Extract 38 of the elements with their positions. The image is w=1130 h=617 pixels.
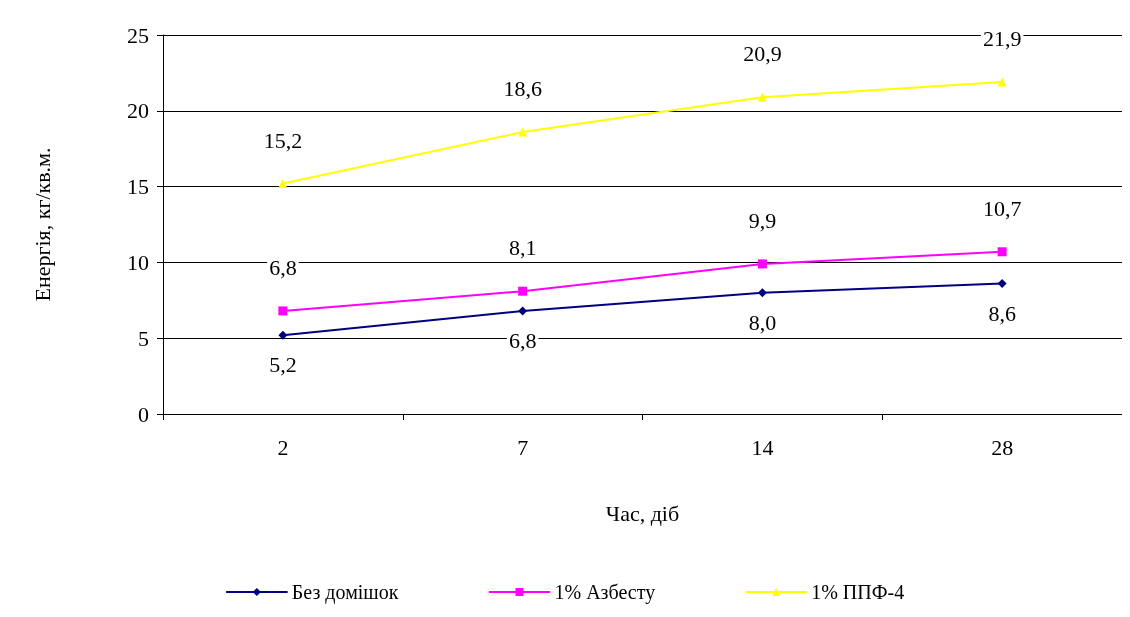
x-tick-label: 7 — [517, 434, 529, 460]
point — [757, 92, 767, 102]
legend-label: 1% Азбесту — [554, 581, 656, 604]
point — [997, 279, 1007, 289]
x-tick-label: 2 — [277, 434, 289, 460]
data-label: 20,9 — [743, 41, 782, 67]
point — [757, 288, 767, 298]
y-axis-title: Енергія, кг/кв.м. — [29, 147, 55, 302]
y-tick-label: 5 — [138, 325, 149, 351]
point — [278, 330, 288, 340]
data-label: 8,6 — [988, 300, 1016, 326]
data-label: 18,6 — [503, 76, 542, 102]
data-label: 10,7 — [982, 195, 1022, 221]
point — [518, 286, 528, 296]
point — [757, 259, 767, 269]
data-label: 6,8 — [508, 327, 537, 353]
legend-label: Без домішок — [291, 581, 399, 604]
data-label: 15,2 — [263, 127, 303, 153]
point — [278, 179, 288, 189]
data-label: 5,2 — [269, 352, 297, 378]
data-label: 9,9 — [748, 207, 777, 233]
y-tick-label: 0 — [138, 401, 149, 427]
data-label: 21,9 — [982, 26, 1022, 51]
x-tick-label: 14 — [751, 434, 774, 460]
x-tick-label: 28 — [991, 434, 1014, 460]
data-label: 8,0 — [748, 309, 777, 335]
legend-label: 1% ППФ-4 — [811, 581, 905, 603]
y-tick-label: 25 — [127, 22, 149, 48]
y-tick-label: 20 — [127, 98, 149, 124]
data-label: 8,1 — [508, 235, 537, 261]
y-tick-label: 15 — [127, 174, 149, 200]
x-axis-title: Час, діб — [605, 500, 680, 526]
point — [997, 247, 1007, 257]
point — [278, 306, 288, 316]
y-tick-label: 10 — [127, 249, 149, 275]
point — [518, 306, 528, 316]
point — [518, 127, 528, 137]
data-label: 6,8 — [269, 254, 297, 280]
